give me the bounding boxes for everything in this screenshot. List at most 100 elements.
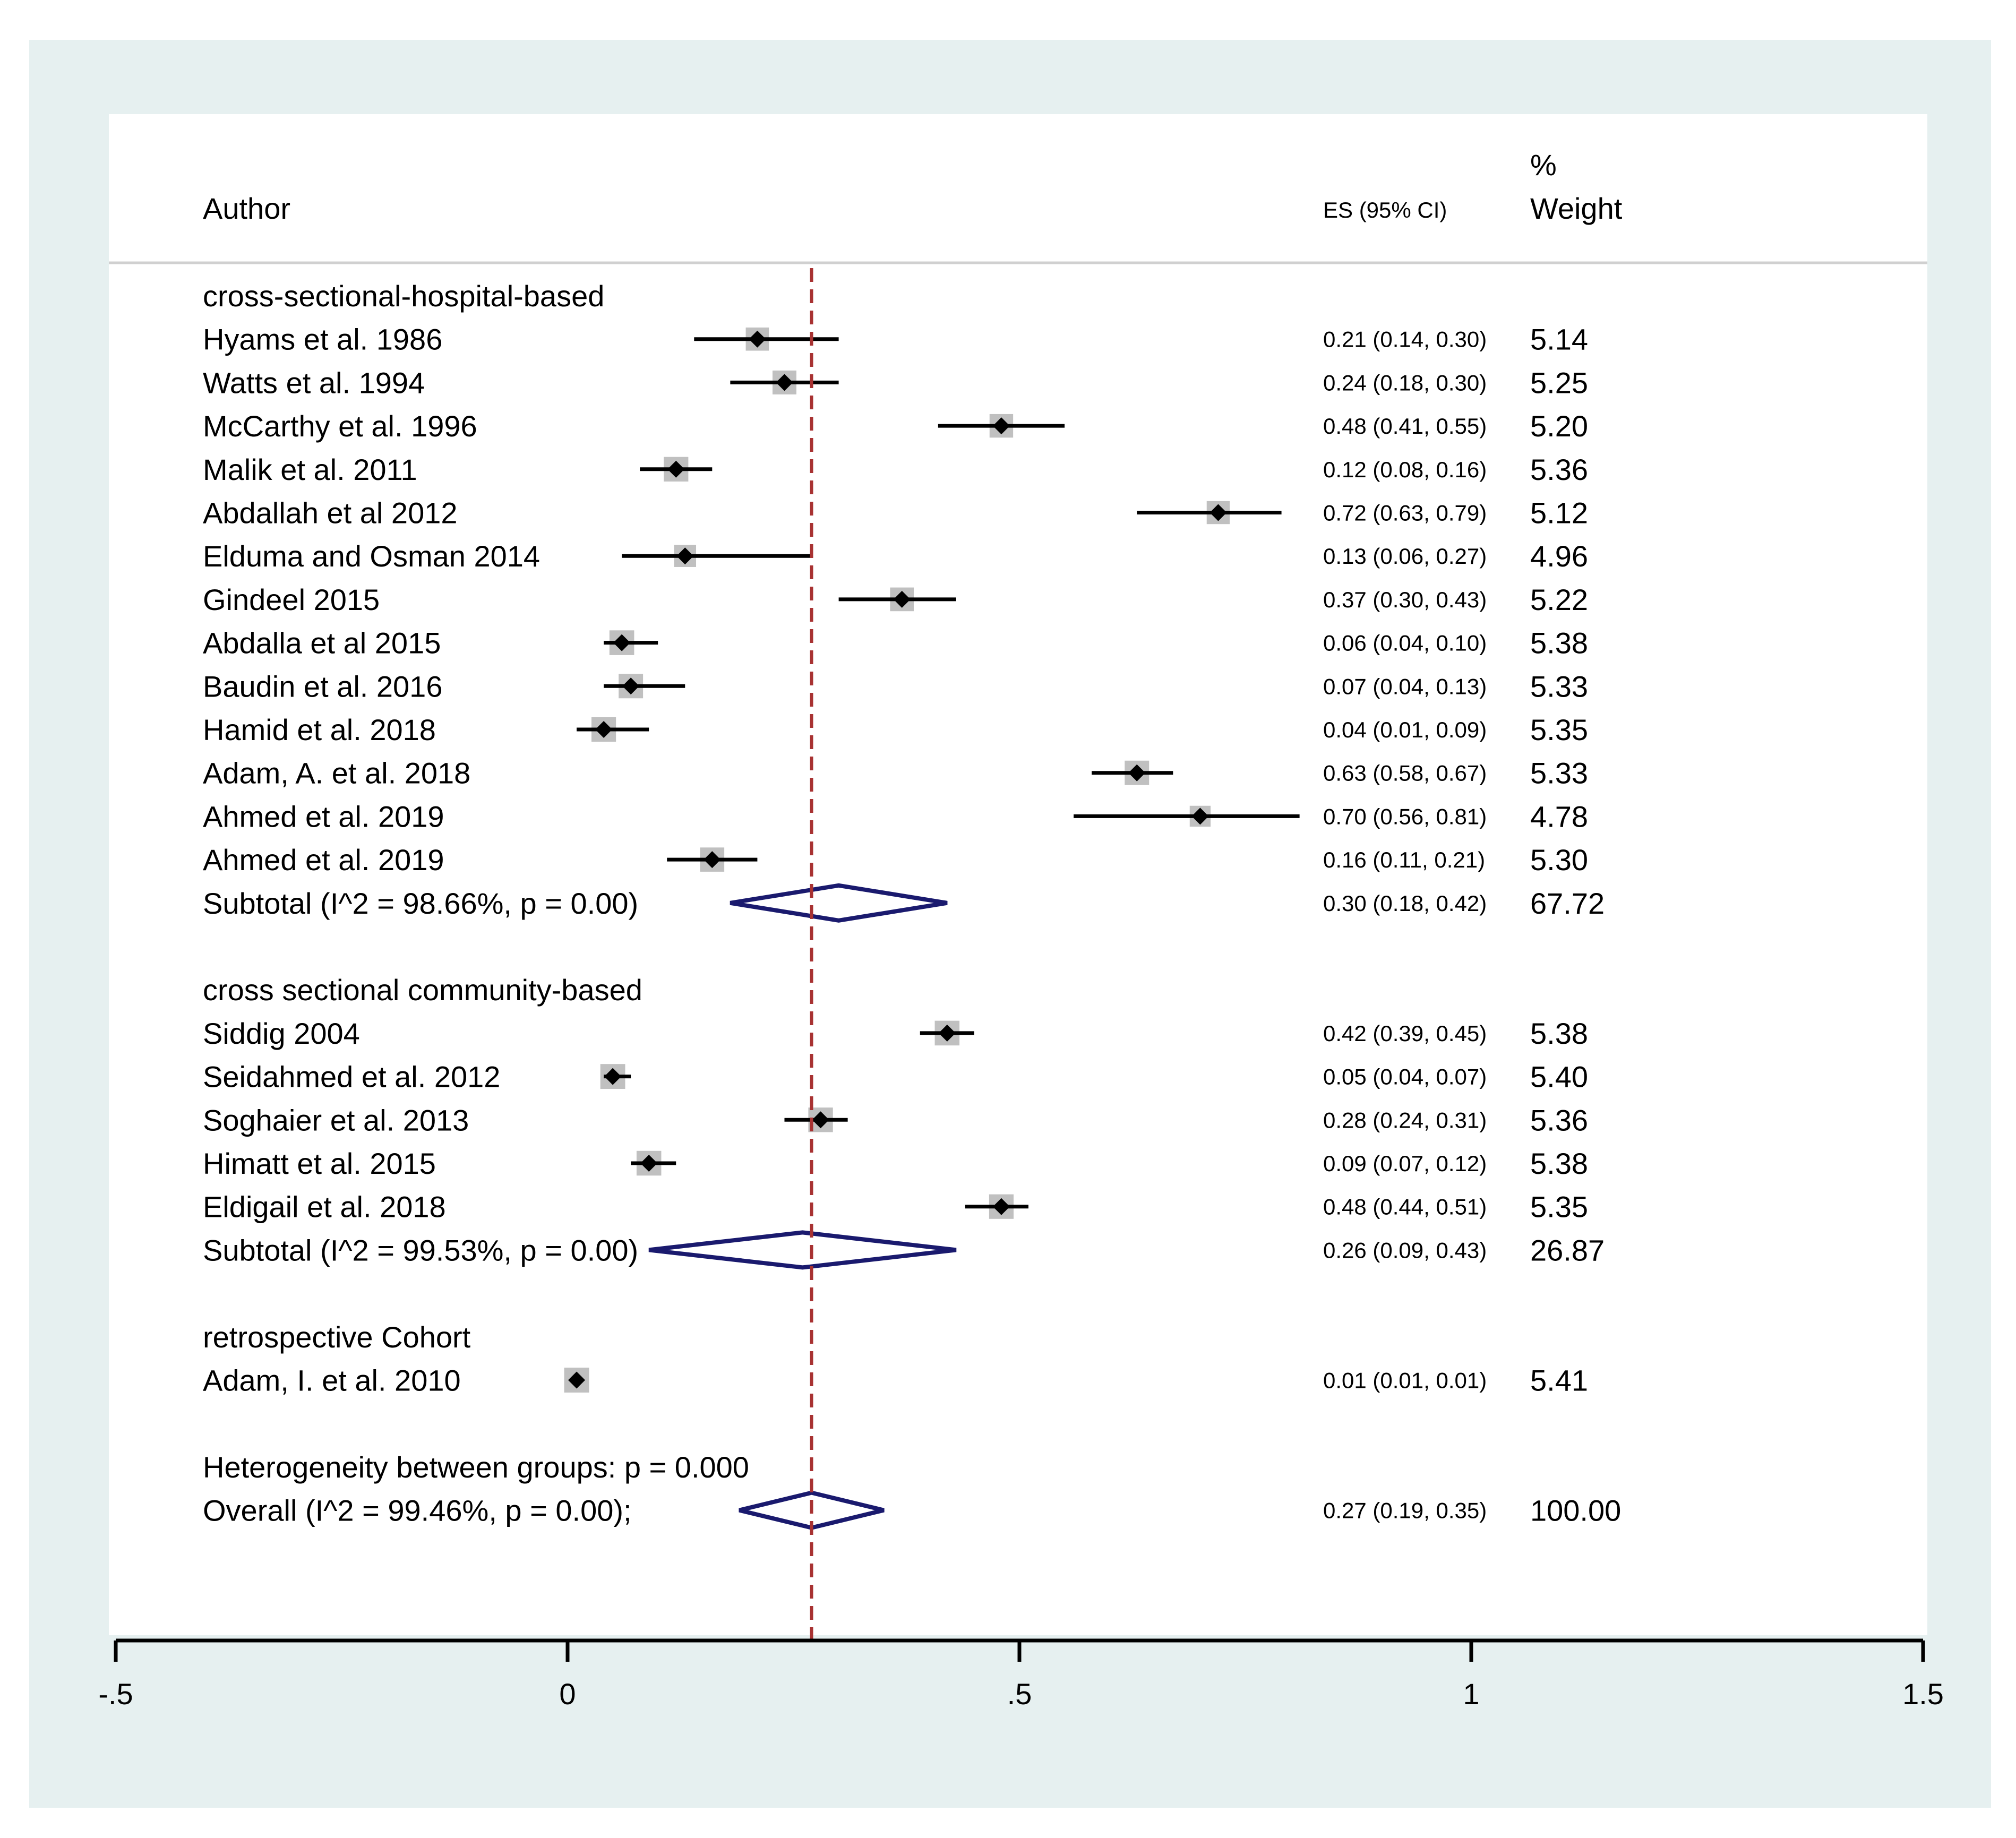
study-weight: 5.36	[1530, 453, 1588, 486]
group-label: retrospective Cohort	[203, 1320, 471, 1354]
es-column-header: ES (95% CI)	[1323, 197, 1447, 222]
study-ci-text: 0.63 (0.58, 0.67)	[1323, 761, 1487, 786]
study-label: Hamid et al. 2018	[203, 713, 436, 746]
study-ci-text: 0.12 (0.08, 0.16)	[1323, 457, 1487, 482]
study-point-estimate	[604, 1068, 622, 1085]
study-point-estimate	[595, 721, 613, 738]
author-column-header: Author	[203, 192, 290, 225]
study-point-estimate	[992, 1198, 1010, 1215]
study-label: Elduma and Osman 2014	[203, 539, 540, 573]
forest-rows: cross-sectional-hospital-based Hyams et a…	[203, 268, 1621, 1641]
study-point-estimate	[667, 460, 685, 478]
weight-column-header: Weight	[1530, 192, 1623, 225]
study-label: Seidahmed et al. 2012	[203, 1060, 500, 1094]
study-weight: 5.22	[1530, 583, 1588, 616]
subtotal-weight: 26.87	[1530, 1233, 1605, 1267]
study-ci-text: 0.28 (0.24, 0.31)	[1323, 1107, 1487, 1132]
study-weight: 5.14	[1530, 323, 1588, 356]
study-label: Watts et al. 1994	[203, 366, 425, 399]
weight-column-header-percent: %	[1530, 148, 1557, 182]
study-label: Abdallah et al 2012	[203, 496, 458, 530]
study-ci-text: 0.05 (0.04, 0.07)	[1323, 1064, 1487, 1089]
study-point-estimate	[749, 330, 766, 348]
subtotal-ci-text: 0.26 (0.09, 0.43)	[1323, 1238, 1487, 1262]
study-weight: 5.12	[1530, 496, 1588, 530]
subtotal-weight: 67.72	[1530, 887, 1605, 920]
study-weight: 5.40	[1530, 1060, 1588, 1094]
subtotal-diamond	[648, 1230, 957, 1270]
study-point-estimate	[568, 1371, 586, 1389]
study-label: Abdalla et al 2015	[203, 626, 441, 660]
group-label: cross-sectional-hospital-based	[203, 279, 604, 313]
study-weight: 5.38	[1530, 1147, 1588, 1180]
x-tick-label: 1.5	[1902, 1677, 1944, 1711]
x-tick-label: -.5	[98, 1677, 133, 1711]
study-ci-text: 0.06 (0.04, 0.10)	[1323, 631, 1487, 656]
study-ci-text: 0.42 (0.39, 0.45)	[1323, 1021, 1487, 1046]
study-point-estimate	[1209, 504, 1227, 521]
study-weight: 5.35	[1530, 1190, 1588, 1224]
study-point-estimate	[613, 634, 631, 651]
study-label: Hyams et al. 1986	[203, 323, 442, 356]
overall-ci-text: 0.27 (0.19, 0.35)	[1323, 1498, 1487, 1523]
study-point-estimate	[622, 677, 640, 695]
study-weight: 5.30	[1530, 843, 1588, 877]
x-tick-label: .5	[1007, 1677, 1032, 1711]
x-axis: -.5 0 .5 1 1.5	[98, 1638, 1944, 1711]
overall-diamond	[739, 1490, 885, 1530]
study-label: McCarthy et al. 1996	[203, 409, 477, 443]
study-weight: 5.38	[1530, 1017, 1588, 1050]
study-weight: 4.78	[1530, 800, 1588, 833]
overall-weight: 100.00	[1530, 1494, 1621, 1527]
study-weight: 4.96	[1530, 539, 1588, 573]
study-point-estimate	[776, 374, 793, 391]
study-point-estimate	[640, 1155, 658, 1172]
study-point-estimate	[938, 1024, 956, 1042]
study-point-estimate	[1191, 808, 1209, 825]
study-ci-text: 0.70 (0.56, 0.81)	[1323, 804, 1487, 829]
study-label: Adam, I. et al. 2010	[203, 1364, 461, 1397]
subtotal-ci-text: 0.30 (0.18, 0.42)	[1323, 891, 1487, 916]
study-ci-text: 0.72 (0.63, 0.79)	[1323, 501, 1487, 526]
study-ci-text: 0.13 (0.06, 0.27)	[1323, 544, 1487, 569]
study-label: Baudin et al. 2016	[203, 669, 442, 703]
study-ci-text: 0.37 (0.30, 0.43)	[1323, 587, 1487, 612]
study-ci-text: 0.24 (0.18, 0.30)	[1323, 370, 1487, 395]
heterogeneity-text: Heterogeneity between groups: p = 0.000	[203, 1450, 749, 1484]
study-point-estimate	[704, 851, 721, 869]
study-point-estimate	[812, 1111, 829, 1129]
study-label: Malik et al. 2011	[203, 453, 417, 486]
study-label: Siddig 2004	[203, 1017, 360, 1050]
study-ci-text: 0.09 (0.07, 0.12)	[1323, 1151, 1487, 1176]
study-label: Gindeel 2015	[203, 583, 380, 616]
study-weight: 5.35	[1530, 713, 1588, 746]
plot-background	[109, 114, 1927, 1635]
study-point-estimate	[992, 417, 1010, 435]
study-ci-text: 0.21 (0.14, 0.30)	[1323, 327, 1487, 352]
x-tick-label: 0	[559, 1677, 576, 1711]
study-weight: 5.20	[1530, 409, 1588, 443]
study-label: Ahmed et al. 2019	[203, 800, 444, 833]
overall-label: Overall (I^2 = 99.46%, p = 0.00);	[203, 1494, 632, 1527]
study-ci-text: 0.04 (0.01, 0.09)	[1323, 717, 1487, 742]
study-point-estimate	[676, 547, 694, 565]
study-ci-text: 0.01 (0.01, 0.01)	[1323, 1368, 1487, 1393]
group-label: cross sectional community-based	[203, 973, 642, 1007]
study-label: Himatt et al. 2015	[203, 1147, 436, 1180]
study-weight: 5.33	[1530, 757, 1588, 790]
study-label: Adam, A. et al. 2018	[203, 757, 470, 790]
subtotal-label: Subtotal (I^2 = 98.66%, p = 0.00)	[203, 887, 638, 920]
study-weight: 5.41	[1530, 1364, 1588, 1397]
study-weight: 5.25	[1530, 366, 1588, 399]
study-label: Soghaier et al. 2013	[203, 1103, 469, 1137]
study-point-estimate	[1128, 764, 1146, 781]
study-ci-text: 0.16 (0.11, 0.21)	[1323, 847, 1485, 872]
subtotal-label: Subtotal (I^2 = 99.53%, p = 0.00)	[203, 1233, 638, 1267]
study-point-estimate	[893, 590, 911, 608]
study-weight: 5.38	[1530, 626, 1588, 660]
study-weight: 5.33	[1530, 669, 1588, 703]
study-ci-text: 0.48 (0.41, 0.55)	[1323, 414, 1487, 439]
x-tick-label: 1	[1463, 1677, 1479, 1711]
